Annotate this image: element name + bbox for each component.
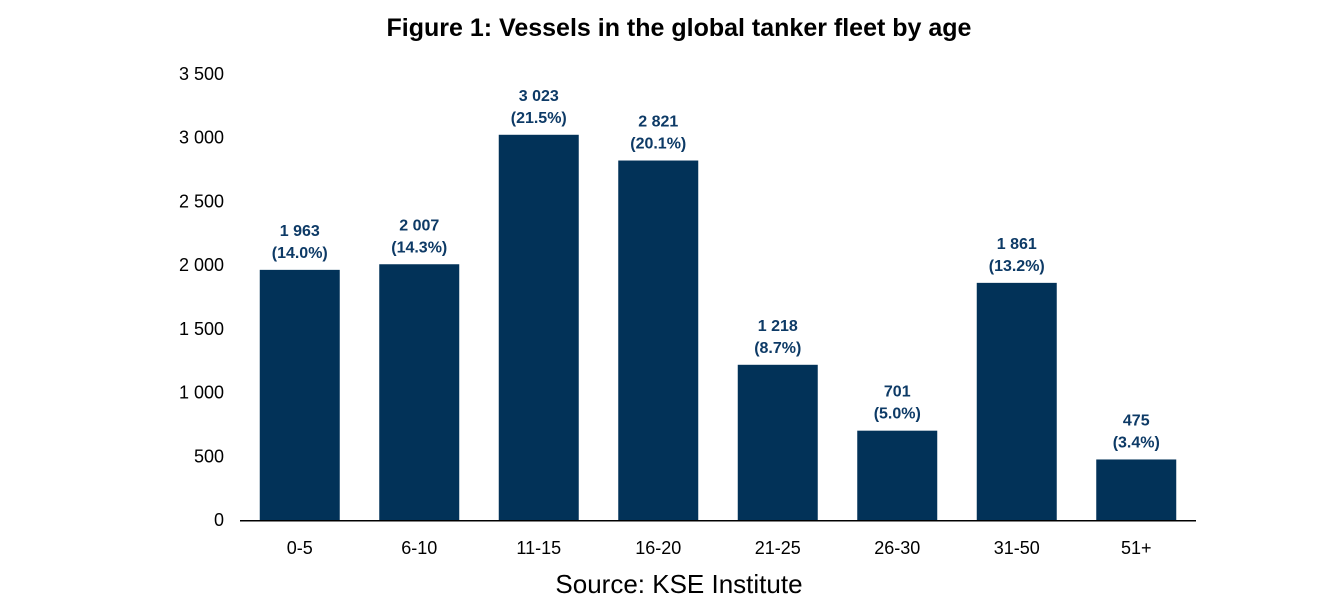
data-label-percent: (5.0%) bbox=[874, 406, 921, 423]
x-tick-label: 21-25 bbox=[755, 538, 801, 558]
y-tick-label: 0 bbox=[214, 510, 224, 530]
chart-title: Figure 1: Vessels in the global tanker f… bbox=[386, 14, 972, 42]
chart-source: Source: KSE Institute bbox=[555, 569, 803, 599]
data-label-value: 2 007 bbox=[399, 217, 439, 234]
x-tick-label: 51+ bbox=[1121, 538, 1152, 558]
bar bbox=[618, 160, 699, 521]
bar bbox=[259, 269, 340, 520]
y-tick-label: 3 500 bbox=[179, 64, 224, 84]
x-tick-label: 6-10 bbox=[401, 538, 437, 558]
x-tick-label: 31-50 bbox=[994, 538, 1040, 558]
y-tick-label: 500 bbox=[194, 446, 224, 466]
bars bbox=[259, 134, 1177, 521]
data-label-value: 701 bbox=[884, 384, 911, 401]
data-label-value: 2 821 bbox=[638, 114, 678, 131]
data-labels: 1 963 (14.0%) 2 007 (14.3%) 3 023 (21.5%) 2 82… bbox=[272, 88, 1160, 452]
x-tick-label: 26-30 bbox=[874, 538, 920, 558]
data-label-value: 1 963 bbox=[280, 223, 320, 240]
data-label-value: 3 023 bbox=[519, 88, 559, 105]
bar bbox=[976, 282, 1057, 520]
data-label-percent: (3.4%) bbox=[1113, 434, 1160, 451]
x-axis-tick-labels: 0-5 6-10 11-15 16-20 21-25 26-30 31-50 51+ bbox=[287, 538, 1152, 558]
data-label-percent: (13.2%) bbox=[989, 258, 1045, 275]
bar bbox=[857, 430, 938, 520]
x-tick-label: 0-5 bbox=[287, 538, 313, 558]
y-tick-label: 2 000 bbox=[179, 255, 224, 275]
data-label-value: 475 bbox=[1123, 412, 1150, 429]
data-label-value: 1 218 bbox=[758, 318, 798, 335]
bar bbox=[737, 364, 818, 520]
y-tick-label: 1 000 bbox=[179, 383, 224, 403]
data-label-percent: (14.3%) bbox=[391, 239, 447, 256]
bar bbox=[379, 264, 460, 520]
bar bbox=[498, 134, 579, 520]
y-tick-label: 2 500 bbox=[179, 191, 224, 211]
data-label-percent: (8.7%) bbox=[754, 340, 801, 357]
y-axis-tick-labels: 0 500 1 000 1 500 2 000 2 500 3 000 3 500 bbox=[179, 64, 224, 530]
x-tick-label: 11-15 bbox=[516, 538, 561, 558]
x-tick-label: 16-20 bbox=[635, 538, 681, 558]
y-tick-label: 3 000 bbox=[179, 128, 224, 148]
bar bbox=[1096, 459, 1177, 520]
data-label-percent: (21.5%) bbox=[511, 110, 567, 127]
data-label-percent: (20.1%) bbox=[630, 136, 686, 153]
data-label-percent: (14.0%) bbox=[272, 245, 328, 262]
data-label-value: 1 861 bbox=[997, 236, 1037, 253]
y-tick-label: 1 500 bbox=[179, 319, 224, 339]
